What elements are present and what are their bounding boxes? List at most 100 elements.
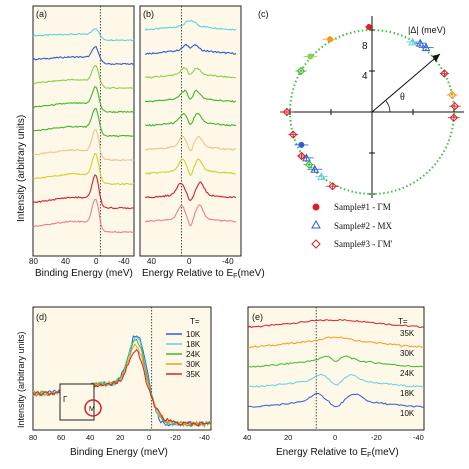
inset-m-label: M xyxy=(89,406,95,413)
x-ticks-a: 80 40 0 -40 xyxy=(29,257,130,266)
polar-r-tick-8: 8 xyxy=(362,41,368,52)
legend-marker-diamond xyxy=(311,239,321,249)
x-tick-label: -40 xyxy=(413,433,424,442)
legend-title-d: T= xyxy=(190,317,200,326)
panel-d-letter: (d) xyxy=(36,312,47,322)
x-tick-label: 0 xyxy=(94,257,99,266)
symmetrized-curve xyxy=(145,158,236,177)
edc-curve xyxy=(32,107,135,138)
legend-title-e: T= xyxy=(398,317,408,326)
data-point-diamond xyxy=(297,151,306,161)
panel-e-frame xyxy=(247,306,425,431)
x-axis-label-e-sub: F xyxy=(367,452,371,459)
data-point-triangle xyxy=(310,164,320,173)
x-axis-label-d: Binding Energy (meV) xyxy=(70,447,168,458)
polar-angle-arc xyxy=(385,100,391,113)
x-tick-label: -40 xyxy=(118,257,130,266)
x-axis-label-b-main: Energy Relative to E xyxy=(142,268,233,279)
x-tick-label: 0 xyxy=(333,433,337,442)
x-axis-label-e-unit: (meV) xyxy=(371,447,398,458)
inset-highlight-circle xyxy=(84,399,102,417)
symmetrized-curve xyxy=(145,181,237,202)
data-point-diamond xyxy=(288,130,298,139)
temperature-symmetrized-curve xyxy=(247,373,425,388)
panel-c-letter: (c) xyxy=(258,9,269,19)
x-axis-label-e-main: Energy Relative to E xyxy=(276,447,367,458)
symmetrized-curve xyxy=(144,89,237,103)
data-point-triangle xyxy=(302,153,311,162)
panel-b-curves xyxy=(144,6,237,256)
legend-label: 24K xyxy=(186,350,201,359)
x-axis-label-e: Energy Relative to EF(meV) xyxy=(276,447,399,459)
data-point-circle xyxy=(298,141,305,148)
edc-curve xyxy=(32,129,135,162)
polar-r-tick-4: 4 xyxy=(362,71,368,82)
panel-c-legend: Sample#1 - ΓM Sample#2 - MX Sample#3 - Γ… xyxy=(311,202,393,249)
y-axis-label-d: Intensity (arbitrary units) xyxy=(16,331,26,428)
data-point-circle xyxy=(326,36,333,43)
data-point-diamond xyxy=(282,107,292,117)
data-point-diamond xyxy=(304,160,314,169)
data-point-diamond xyxy=(448,90,457,100)
x-axis-label-a: Binding Energy (meV) xyxy=(35,268,133,279)
x-tick-label: 40 xyxy=(243,433,251,442)
brillouin-inset: Γ M xyxy=(59,383,102,421)
data-point-diamond xyxy=(296,66,306,76)
legend-label: 30K xyxy=(186,360,201,369)
polar-axis-label: |Δ| (meV) xyxy=(408,25,446,35)
legend-marker-triangle xyxy=(311,219,321,229)
x-ticks-d: 80 60 40 20 0 -20 -40 xyxy=(29,433,210,442)
series-label: 30K xyxy=(400,349,415,358)
series-label: 35K xyxy=(400,329,415,338)
data-point-triangle xyxy=(415,38,425,47)
legend-label: 10K xyxy=(186,330,201,339)
series-label: 18K xyxy=(400,389,415,398)
x-tick-label: 40 xyxy=(61,257,70,266)
x-axis-label-b: Energy Relative to EF(meV) xyxy=(142,268,265,280)
inset-gamma-label: Γ xyxy=(63,395,68,404)
data-point-diamond xyxy=(440,69,449,78)
polar-angle-label: θ xyxy=(400,92,405,103)
data-point-diamond xyxy=(449,113,459,122)
series-label: 10K xyxy=(400,409,415,418)
symmetrized-curve xyxy=(144,19,237,31)
x-tick-label: 80 xyxy=(29,257,38,266)
x-tick-label: 60 xyxy=(57,433,65,442)
panel-e-curves: 35K 30K 24K 18K 10K xyxy=(247,307,425,430)
series-label: 24K xyxy=(400,369,415,378)
x-tick-label: 80 xyxy=(29,433,37,442)
edc-curve xyxy=(32,46,135,66)
symmetrized-curve xyxy=(144,43,237,55)
panel-a-curves xyxy=(32,6,135,256)
x-tick-label: 40 xyxy=(86,433,94,442)
x-tick-label: 40 xyxy=(147,257,156,266)
polar-arrow-head xyxy=(432,54,440,62)
x-tick-label: -20 xyxy=(371,433,382,442)
legend-label: Sample#2 - MX xyxy=(334,221,392,231)
data-point-diamond xyxy=(328,182,337,191)
edc-curve xyxy=(32,86,135,114)
x-axis-label-b-unit: (meV) xyxy=(237,268,264,279)
temperature-symmetrized-curve xyxy=(247,336,425,349)
panel-b-letter: (b) xyxy=(143,9,154,19)
legend-marker-circle xyxy=(312,203,320,211)
data-point-diamond xyxy=(450,102,460,111)
x-tick-label: -40 xyxy=(199,433,210,442)
x-ticks-b: 40 0 -40 xyxy=(147,257,234,266)
y-axis-label-a: Intensity (arbitrary units) xyxy=(16,115,27,222)
symmetrized-curve xyxy=(145,66,237,79)
edc-curve xyxy=(32,64,135,90)
legend-label: 18K xyxy=(186,340,201,349)
data-point-triangle xyxy=(408,37,417,46)
data-point-circle xyxy=(366,23,373,30)
panel-a-frame xyxy=(32,5,135,257)
legend-label: Sample#1 - ΓM xyxy=(334,202,391,212)
x-tick-label: -40 xyxy=(222,257,234,266)
temperature-symmetrized-curve xyxy=(247,318,425,329)
x-tick-label: 20 xyxy=(284,433,292,442)
x-tick-label: -20 xyxy=(170,433,181,442)
data-point-triangle xyxy=(317,172,326,181)
temperature-symmetrized-curve xyxy=(247,392,425,408)
x-tick-label: 0 xyxy=(147,433,151,442)
